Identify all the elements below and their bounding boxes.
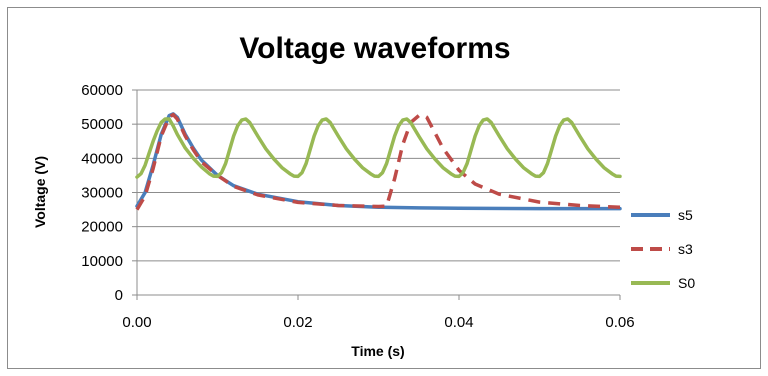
y-tick-label: 10000 [81, 253, 123, 270]
series-line-s0 [135, 117, 622, 179]
series-lines [135, 112, 622, 211]
legend-label-s3: s3 [678, 241, 693, 257]
x-tick-label: 0.00 [122, 314, 151, 331]
y-tick-label: 30000 [81, 185, 123, 202]
y-tick-label: 0 [115, 287, 123, 304]
y-tick-label: 50000 [81, 116, 123, 133]
legend-label-s0: S0 [678, 275, 695, 291]
y-tick-label: 60000 [81, 82, 123, 99]
y-axis-label: Voltage (V) [32, 156, 48, 228]
chart-title: Voltage waveforms [239, 32, 510, 65]
y-tick-label: 20000 [81, 219, 123, 236]
y-tick-label: 40000 [81, 150, 123, 167]
legend-label-s5: s5 [678, 207, 693, 223]
x-tick-label: 0.02 [283, 314, 312, 331]
gridlines [137, 89, 620, 262]
x-tick-label: 0.04 [444, 314, 473, 331]
series-line-s3 [135, 112, 621, 211]
x-axis-label: Time (s) [351, 343, 404, 359]
axes: 0 10000 20000 30000 40000 50000 60000 0.00 0.02 0… [81, 82, 634, 331]
legend: s5 s3 S0 [631, 207, 695, 291]
x-tick-label: 0.06 [605, 314, 634, 331]
chart-frame [7, 7, 761, 369]
